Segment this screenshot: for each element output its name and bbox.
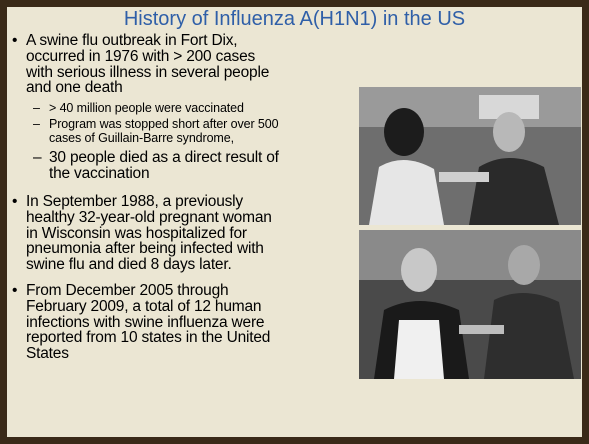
sub-line: the vaccination [49,164,150,182]
bullet: • A swine flu outbreak in Fort Dix, occu… [12,32,270,97]
bullet-line: pneumonia after being infected with [26,240,264,258]
bullet-line: and one death [26,79,123,97]
bullet: • From December 2005 through February 20… [12,282,271,363]
bullet-line: From December 2005 through [26,282,229,299]
bullet-line: A swine flu outbreak in Fort Dix, [26,32,238,49]
sub-line: cases of Guillain-Barre syndrome, [49,131,234,145]
bullet-line: reported from 10 states in the United [26,329,271,347]
sub-bullet: – Program was stopped short after over 5… [33,117,279,145]
sub-line: Program was stopped short after over 500 [49,117,279,131]
bullet-line: February 2009, a total of 12 human [26,297,262,315]
bullet-line: swine flu and died 8 days later. [26,256,232,274]
bullet-line: States [26,345,69,363]
bullet-line: infections with swine influenza were [26,313,265,331]
photo-vaccination-ford [359,230,581,379]
sub-bullet: – > 40 million people were vaccinated [33,101,244,115]
bullet-line: In September 1988, a previously [26,193,243,210]
sub-line: > 40 million people were vaccinated [49,101,244,115]
bullet-line: with serious illness in several people [26,63,270,81]
photo-vaccination-1976 [359,87,581,225]
slide-title: History of Influenza A(H1N1) in the US [123,8,466,30]
bullet: • In September 1988, a previously health… [12,193,272,274]
sub-line: 30 people died as a direct result of [49,149,279,166]
bullet-line: in Wisconsin was hospitalized for [26,224,247,242]
bullet-line: healthy 32-year-old pregnant woman [26,208,272,226]
bullet-line: occurred in 1976 with > 200 cases [26,47,256,65]
sub-bullet: – 30 people died as a direct result of t… [33,149,279,182]
